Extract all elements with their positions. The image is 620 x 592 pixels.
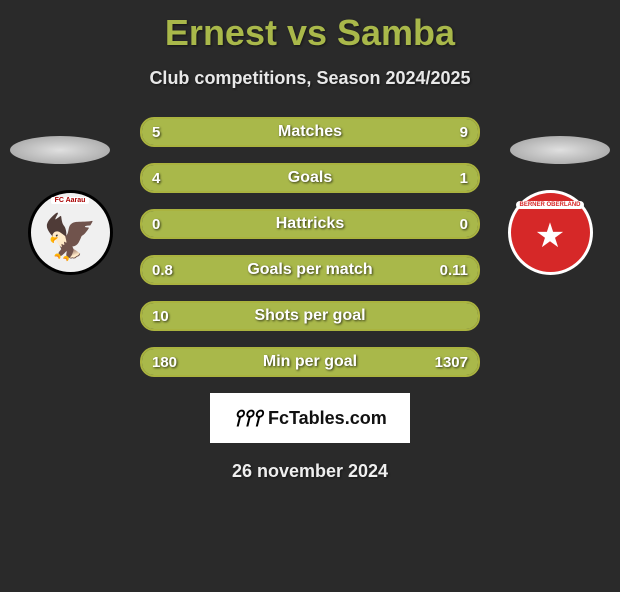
- bar-segment-left: [142, 303, 478, 329]
- player-silhouette-left: [10, 136, 110, 164]
- bar-segment-left: [142, 211, 310, 237]
- bar-row: 1801307Min per goal: [140, 347, 480, 377]
- bar-segment-left: [142, 257, 438, 283]
- bar-row: 00Hattricks: [140, 209, 480, 239]
- bar-row: 41Goals: [140, 163, 480, 193]
- bar-row: 59Matches: [140, 117, 480, 147]
- bar-track: [140, 347, 480, 377]
- bar-segment-left: [142, 165, 411, 191]
- page-title: Ernest vs Samba: [0, 12, 620, 54]
- bar-segment-left: [142, 119, 263, 145]
- bar-segment-right: [263, 119, 478, 145]
- bar-segment-right: [438, 257, 478, 283]
- bar-track: [140, 163, 480, 193]
- date-text: 26 november 2024: [0, 461, 620, 482]
- crest-left-label: FC Aarau: [51, 197, 90, 204]
- bar-row: 10Shots per goal: [140, 301, 480, 331]
- team-crest-right: BERNER OBERLAND ★: [500, 190, 600, 275]
- brand-text: FcTables.com: [268, 408, 387, 429]
- bar-row: 0.80.11Goals per match: [140, 255, 480, 285]
- bar-segment-right: [411, 165, 478, 191]
- chart-icon: ⫯⫯⫯: [233, 405, 262, 431]
- bar-track: [140, 209, 480, 239]
- subtitle: Club competitions, Season 2024/2025: [0, 68, 620, 89]
- eagle-icon: 🦅: [43, 216, 98, 260]
- crest-right-label: BERNER OBERLAND: [516, 201, 583, 209]
- branding-box: ⫯⫯⫯ FcTables.com: [210, 393, 410, 443]
- bar-track: [140, 301, 480, 331]
- bar-track: [140, 255, 480, 285]
- bar-segment-right: [310, 211, 478, 237]
- bar-segment-left: [142, 349, 478, 375]
- comparison-bars: 59Matches 41Goals 00Hattricks 0.80.11Goals …: [140, 117, 480, 377]
- team-crest-left: FC Aarau 🦅: [20, 190, 120, 275]
- star-icon: ★: [535, 219, 565, 253]
- bar-track: [140, 117, 480, 147]
- player-silhouette-right: [510, 136, 610, 164]
